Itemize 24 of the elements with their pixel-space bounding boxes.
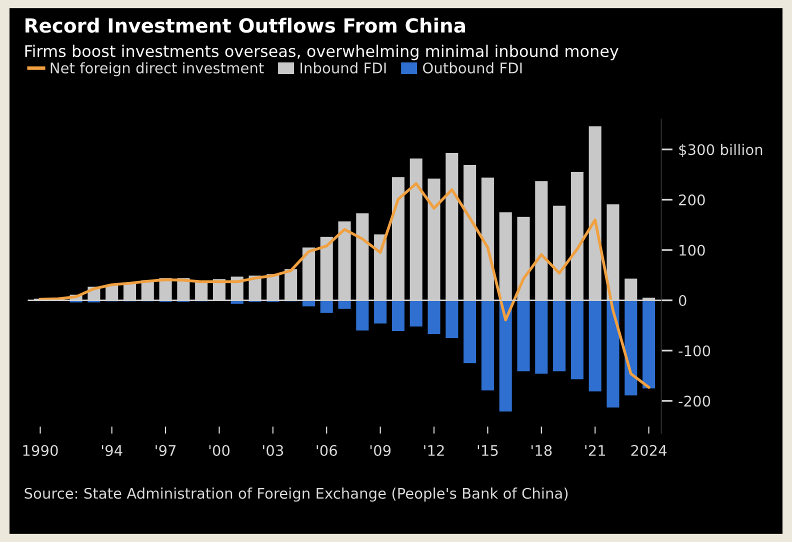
y-tick-label: 200 <box>679 194 705 206</box>
y-tick-label: 0 <box>678 295 686 306</box>
x-tick-label: '21 <box>585 444 606 456</box>
chart-title: Record Investment Outflows From China <box>26 18 465 33</box>
x-tick-label: '03 <box>263 444 284 456</box>
x-tick-label: '15 <box>478 445 498 456</box>
x-tick-label: '97 <box>156 444 176 456</box>
source-note: Source: State Administration of Foreign Exchange (People's Bank of China) <box>24 488 568 502</box>
x-tick-label: '18 <box>532 444 552 456</box>
legend-label: Net foreign direct investment <box>50 62 264 76</box>
x-tick-label: '06 <box>316 444 337 456</box>
y-tick-label: -100 <box>678 345 710 356</box>
chart-subtitle: Firms boost investments overseas, overwhelming minimal inbound money <box>25 44 618 60</box>
x-tick-label: '09 <box>370 444 391 456</box>
legend-label: Outbound FDI <box>423 62 522 74</box>
x-tick-label: 1990 <box>23 444 58 456</box>
x-tick-label: '12 <box>424 444 444 456</box>
y-tick-label: $300 billion <box>679 144 762 158</box>
x-tick-label: '94 <box>102 444 122 456</box>
legend-label: Inbound FDI <box>300 62 386 74</box>
x-tick-label: 2024 <box>631 444 667 456</box>
y-tick-label: -200 <box>678 396 710 407</box>
x-tick-label: '00 <box>209 444 230 456</box>
y-tick-label: 100 <box>680 244 705 256</box>
